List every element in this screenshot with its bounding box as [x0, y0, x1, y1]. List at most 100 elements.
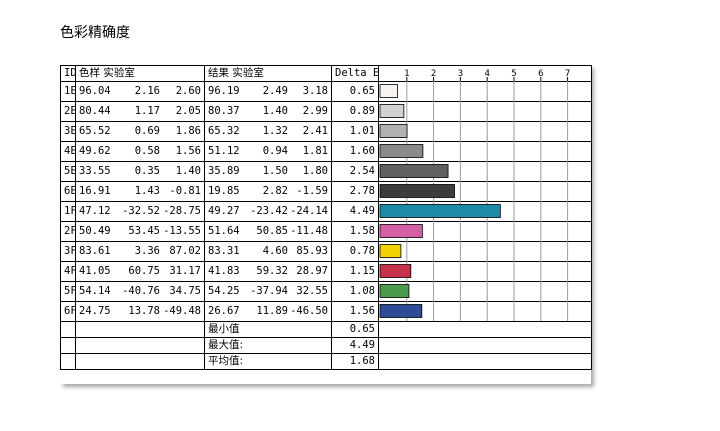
table-row: 4E 49.62 0.58 1.56 51.12 0.94 1.81 1.60: [60, 141, 592, 162]
patch-id: 2E: [60, 101, 76, 122]
b-value: 87.02: [169, 245, 201, 257]
l-value: 41.83: [208, 265, 240, 277]
b-value: 2.99: [302, 105, 328, 117]
a-value: 0.69: [134, 125, 160, 137]
patch-id: 2F: [60, 221, 76, 242]
tick-label: 6: [538, 69, 543, 79]
b-value: -24.14: [290, 205, 328, 217]
reference-lab-values: 33.55 0.35 1.40: [75, 161, 205, 182]
table-row: 6E 16.91 1.43 -0.81 19.85 2.82 -1.59 2.78: [60, 181, 592, 202]
l-value: 65.32: [208, 125, 240, 137]
b-value: -11.48: [290, 225, 328, 237]
delta-e-value: 1.15: [331, 261, 379, 282]
b-value: 3.18: [302, 85, 328, 97]
l-value: 51.64: [208, 225, 240, 237]
a-value: -40.76: [122, 285, 160, 297]
a-value: 1.50: [262, 165, 288, 177]
b-value: 1.81: [302, 145, 328, 157]
result-lab-values: 41.83 59.32 28.97: [204, 261, 332, 282]
a-value: 2.16: [134, 85, 160, 97]
bar-5E: [379, 164, 449, 178]
result-lab-values: 80.37 1.40 2.99: [204, 101, 332, 122]
summary-row: 最小值 0.65: [60, 321, 592, 338]
a-value: 1.43: [134, 185, 160, 197]
a-value: 0.58: [134, 145, 160, 157]
l-value: 80.37: [208, 105, 240, 117]
summary-empty-id: [60, 321, 76, 338]
summary-empty-ref: [75, 353, 205, 370]
bar-3E: [379, 124, 408, 138]
l-value: 47.12: [79, 205, 111, 217]
l-value: 19.85: [208, 185, 240, 197]
a-value: 50.85: [256, 225, 288, 237]
l-value: 49.62: [79, 145, 111, 157]
delta-e-value: 0.78: [331, 241, 379, 262]
delta-e-value: 1.08: [331, 281, 379, 302]
bar-5F: [379, 284, 410, 298]
header-id: ID: [60, 65, 76, 82]
l-value: 16.91: [79, 185, 111, 197]
header-result-lab: 结果 实验室: [204, 65, 332, 82]
l-value: 54.14: [79, 285, 111, 297]
a-value: 4.60: [262, 245, 288, 257]
delta-e-value: 0.89: [331, 101, 379, 122]
result-lab-values: 49.27 -23.42 -24.14: [204, 201, 332, 222]
patch-id: 6E: [60, 181, 76, 202]
l-value: 65.52: [79, 125, 111, 137]
bar-2F: [379, 224, 423, 238]
b-value: 2.60: [175, 85, 201, 97]
result-lab-values: 51.12 0.94 1.81: [204, 141, 332, 162]
summary-row: 平均值: 1.68: [60, 353, 592, 370]
a-value: 1.32: [262, 125, 288, 137]
b-value: 32.55: [296, 285, 328, 297]
color-accuracy-table: ID 色样 实验室 结果 实验室 Delta E 1E 96.04 2.16 2.60…: [60, 65, 592, 370]
reference-lab-values: 50.49 53.45 -13.55: [75, 221, 205, 242]
patch-id: 1F: [60, 201, 76, 222]
table-row: 4F 41.05 60.75 31.17 41.83 59.32 28.97 1.15: [60, 261, 592, 282]
b-value: 2.05: [175, 105, 201, 117]
reference-lab-values: 41.05 60.75 31.17: [75, 261, 205, 282]
bar-1F: [379, 204, 501, 218]
summary-empty-ref: [75, 321, 205, 338]
l-value: 26.67: [208, 305, 240, 317]
a-value: -37.94: [250, 285, 288, 297]
reference-lab-values: 24.75 13.78 -49.48: [75, 301, 205, 322]
result-lab-values: 26.67 11.89 -46.50: [204, 301, 332, 322]
b-value: 1.80: [302, 165, 328, 177]
result-lab-values: 35.89 1.50 1.80: [204, 161, 332, 182]
result-lab-values: 19.85 2.82 -1.59: [204, 181, 332, 202]
a-value: -23.42: [250, 205, 288, 217]
b-value: 1.40: [175, 165, 201, 177]
patch-id: 4E: [60, 141, 76, 162]
result-lab-values: 65.32 1.32 2.41: [204, 121, 332, 142]
reference-lab-values: 54.14 -40.76 34.75: [75, 281, 205, 302]
delta-e-value: 1.56: [331, 301, 379, 322]
l-value: 49.27: [208, 205, 240, 217]
reference-lab-values: 49.62 0.58 1.56: [75, 141, 205, 162]
l-value: 80.44: [79, 105, 111, 117]
a-value: 13.78: [128, 305, 160, 317]
l-value: 96.04: [79, 85, 111, 97]
tick-label: 5: [511, 69, 516, 79]
header-delta-e: Delta E: [331, 65, 379, 82]
delta-e-value: 1.01: [331, 121, 379, 142]
l-value: 83.31: [208, 245, 240, 257]
delta-e-value: 4.49: [331, 201, 379, 222]
patch-id: 4F: [60, 261, 76, 282]
page-title: 色彩精确度: [60, 25, 130, 41]
a-value: -32.52: [122, 205, 160, 217]
delta-e-value: 2.78: [331, 181, 379, 202]
a-value: 1.17: [134, 105, 160, 117]
a-value: 3.36: [134, 245, 160, 257]
reference-lab-values: 80.44 1.17 2.05: [75, 101, 205, 122]
l-value: 83.61: [79, 245, 111, 257]
header-reference-lab: 色样 实验室: [75, 65, 205, 82]
summary-label: 最大值:: [204, 337, 332, 354]
tick-label: 7: [565, 69, 570, 79]
b-value: 2.41: [302, 125, 328, 137]
l-value: 35.89: [208, 165, 240, 177]
patch-id: 1E: [60, 81, 76, 102]
summary-value: 0.65: [331, 321, 379, 338]
reference-lab-values: 83.61 3.36 87.02: [75, 241, 205, 262]
summary-empty-id: [60, 337, 76, 354]
